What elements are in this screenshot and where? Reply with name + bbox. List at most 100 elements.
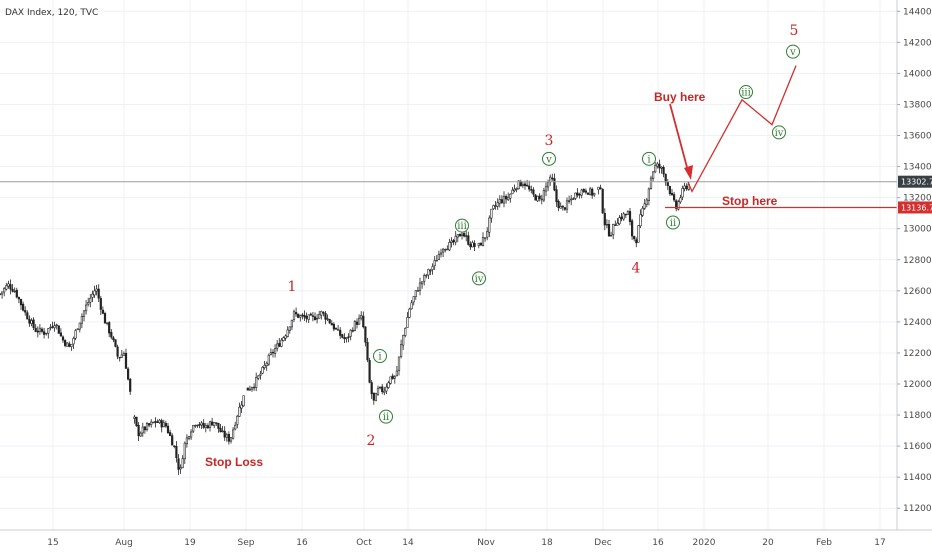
candle-body xyxy=(565,200,569,210)
y-tick-label: 14000.0 xyxy=(903,69,932,79)
candle-body xyxy=(68,343,71,347)
candle-body xyxy=(467,235,470,245)
candle-body xyxy=(253,386,256,389)
candle-body xyxy=(7,283,10,287)
candle-body xyxy=(649,177,653,189)
candle-body xyxy=(542,190,545,201)
candle-body xyxy=(97,288,100,299)
candle-body xyxy=(677,201,680,210)
annotations: Buy here Stop here Stop Loss xyxy=(205,90,778,469)
wave-circle xyxy=(542,151,556,166)
candle-body xyxy=(404,328,407,336)
candle-body xyxy=(645,199,648,205)
candle-body xyxy=(591,188,594,196)
candle-body xyxy=(200,422,203,426)
candle-body xyxy=(294,312,298,315)
candle-body xyxy=(158,419,161,423)
candle-body xyxy=(637,225,640,243)
candle-body xyxy=(211,421,214,426)
candle-body xyxy=(339,329,342,336)
x-tick-label: Oct xyxy=(356,538,372,548)
candle-body xyxy=(385,386,388,392)
candle-body xyxy=(3,288,6,293)
candle-body xyxy=(555,189,558,203)
candle-body xyxy=(593,193,596,196)
candle-body xyxy=(89,298,92,303)
candle-body xyxy=(160,420,163,428)
wave-circle xyxy=(642,151,656,166)
y-tick-label: 14200.0 xyxy=(903,38,932,48)
x-tick-label: Feb xyxy=(816,538,832,548)
candle-body xyxy=(66,342,69,347)
candle-body xyxy=(551,177,554,180)
candle-body xyxy=(433,260,436,267)
y-tick-label: 12200.0 xyxy=(903,349,932,359)
y-tick-label: 11400.0 xyxy=(903,473,932,483)
candle-body xyxy=(633,236,636,240)
candle-body xyxy=(185,437,189,445)
candle-body xyxy=(414,290,417,297)
candle-body xyxy=(601,188,604,214)
candle-body xyxy=(307,314,310,320)
last-price-tag-label: 13302.7 xyxy=(901,178,932,187)
candle-body xyxy=(173,445,176,447)
candle-body xyxy=(332,323,336,330)
candle-body xyxy=(271,351,275,354)
candle-body xyxy=(87,302,90,305)
candle-body xyxy=(232,429,235,439)
wave-circle xyxy=(666,215,680,230)
candle-body xyxy=(112,337,115,341)
candle-body xyxy=(536,195,539,202)
candle-body xyxy=(229,437,233,442)
candle-body xyxy=(284,335,287,339)
candle-body xyxy=(351,330,354,332)
x-tick-label: Dec xyxy=(594,538,611,548)
candle-body xyxy=(563,207,566,210)
stop-here-label: Stop here xyxy=(722,194,778,208)
wave-circle xyxy=(455,218,469,233)
candle-body xyxy=(399,344,403,357)
wave-label-iv: iv xyxy=(475,274,484,285)
candle-body xyxy=(483,237,487,239)
candle-body xyxy=(72,338,75,345)
candle-body xyxy=(513,188,516,192)
candle-body xyxy=(588,188,592,195)
candle-body xyxy=(664,173,667,183)
chart-title: DAX Index, 120, TVC xyxy=(5,8,98,18)
candle-body xyxy=(626,211,629,215)
candle-body xyxy=(458,233,462,237)
y-tick-label: 13600.0 xyxy=(903,132,932,142)
candle-body xyxy=(219,427,222,433)
candle-body xyxy=(286,329,289,337)
candle-body xyxy=(139,432,142,437)
candle-body xyxy=(635,239,638,244)
candle-body xyxy=(45,332,48,335)
candle-body xyxy=(137,425,140,437)
candle-body xyxy=(383,390,386,393)
candle-body xyxy=(578,194,581,196)
candle-body xyxy=(250,386,254,390)
projected-wave-path xyxy=(687,65,797,193)
candle-body xyxy=(660,166,663,169)
candle-body xyxy=(30,320,33,324)
candle-body xyxy=(234,424,237,430)
candle-body xyxy=(427,269,430,276)
candle-body xyxy=(47,328,50,334)
candle-body xyxy=(290,319,294,328)
candle-body xyxy=(213,421,216,426)
candle-body xyxy=(389,376,392,384)
y-tick-label: 11800.0 xyxy=(903,411,932,421)
candle-body xyxy=(248,388,252,391)
candle-body xyxy=(456,234,459,238)
candle-body xyxy=(192,425,195,432)
candle-body xyxy=(460,233,464,236)
candle-body xyxy=(223,430,226,438)
candle-body xyxy=(395,370,399,377)
candle-body xyxy=(511,189,514,195)
wave-label-ii: ii xyxy=(383,412,389,423)
candle-body xyxy=(236,415,239,425)
candle-body xyxy=(515,188,518,190)
candle-body xyxy=(488,217,491,233)
